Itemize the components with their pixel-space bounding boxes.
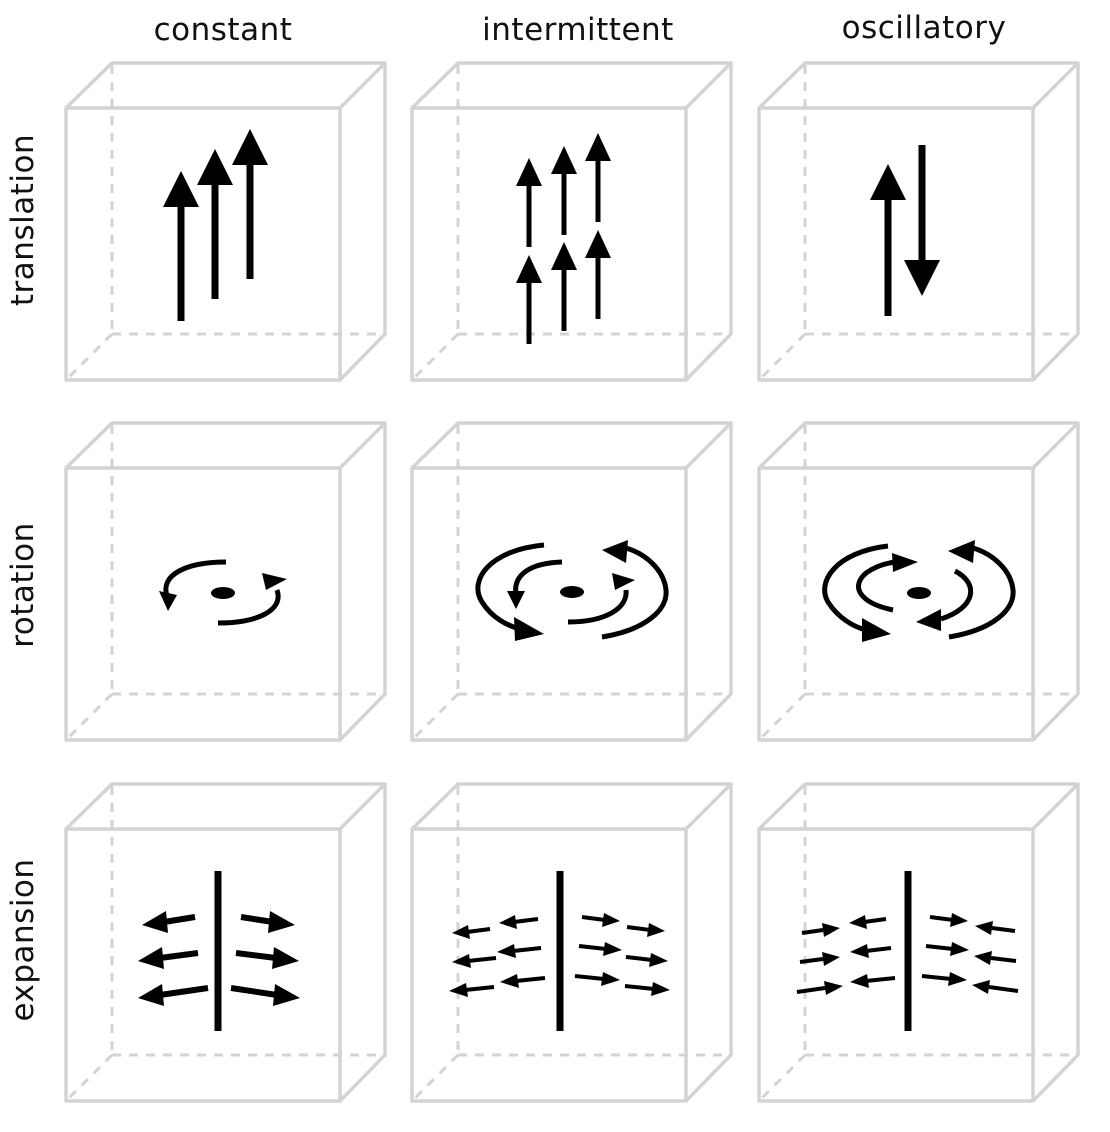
expansion-constant-arrows bbox=[138, 871, 300, 1031]
translation-intermittent-arrows bbox=[516, 133, 611, 344]
cube-expansion-constant bbox=[64, 782, 387, 1103]
expansion-oscillatory-arrows bbox=[796, 871, 1019, 1031]
rotation-constant-arrows bbox=[159, 559, 287, 626]
column-label-oscillatory: oscillatory bbox=[842, 10, 1007, 46]
row-label-expansion: expansion bbox=[5, 858, 41, 1021]
column-label-intermittent: intermittent bbox=[482, 12, 674, 48]
cube-expansion-intermittent bbox=[410, 782, 733, 1103]
expansion-intermittent-arrows bbox=[449, 871, 670, 1031]
cube-translation-intermittent bbox=[410, 61, 733, 382]
translation-constant-arrows bbox=[163, 129, 268, 321]
column-label-constant: constant bbox=[154, 12, 293, 48]
cube-rotation-intermittent bbox=[410, 421, 733, 742]
rotation-oscillatory-arrows bbox=[822, 540, 1016, 642]
rotation-intermittent-arrows bbox=[475, 540, 669, 641]
translation-oscillatory-arrows bbox=[870, 145, 940, 316]
cube-expansion-oscillatory bbox=[757, 782, 1080, 1103]
cube-translation-constant bbox=[64, 61, 387, 382]
row-label-translation: translation bbox=[5, 134, 41, 306]
cube-rotation-oscillatory bbox=[757, 421, 1080, 742]
cube-rotation-constant bbox=[64, 421, 387, 742]
row-label-rotation: rotation bbox=[5, 522, 41, 648]
